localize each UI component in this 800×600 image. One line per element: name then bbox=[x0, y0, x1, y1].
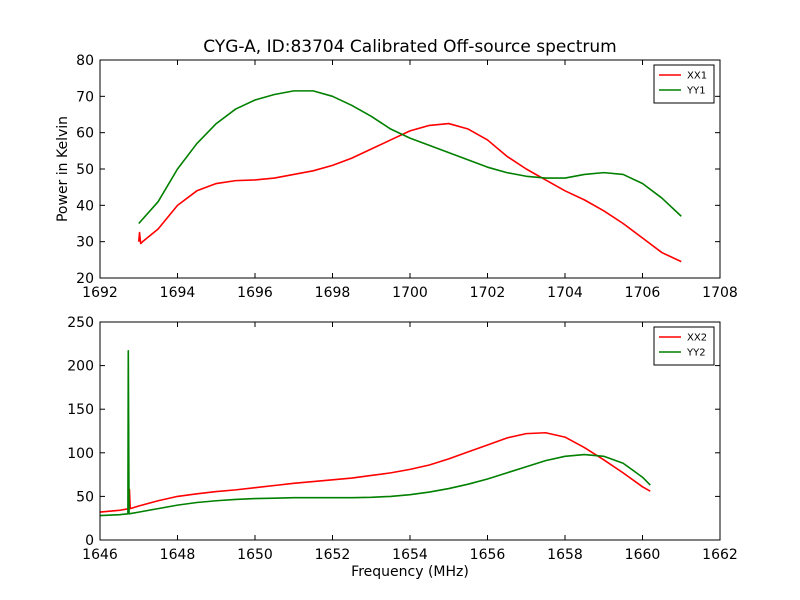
x-tick-label: 1700 bbox=[392, 285, 428, 301]
figure-title: CYG-A, ID:83704 Calibrated Off-source sp… bbox=[203, 37, 616, 57]
y-tick-label: 50 bbox=[76, 489, 94, 505]
series-lines bbox=[100, 349, 651, 517]
x-tick-label: 1702 bbox=[470, 285, 506, 301]
legend-label: XX1 bbox=[687, 71, 707, 82]
x-tick-label: 1662 bbox=[702, 547, 738, 563]
y-axis-label-top: Power in Kelvin bbox=[55, 116, 71, 222]
x-tick-label: 1708 bbox=[702, 285, 738, 301]
x-tick-label: 1660 bbox=[625, 547, 661, 563]
series-lines bbox=[137, 90, 682, 263]
series-line-yy1 bbox=[138, 90, 682, 225]
chart-panel-bottom: 1646 1648 1650 1652 1654 1656 1658 1660 1662 0 50 1… bbox=[67, 315, 738, 563]
series-line-yy2 bbox=[100, 349, 651, 517]
x-tick-label: 1652 bbox=[315, 547, 351, 563]
x-tick-label: 1706 bbox=[625, 285, 661, 301]
y-tick-label: 150 bbox=[67, 402, 94, 418]
y-tick-label: 0 bbox=[85, 533, 94, 549]
y-tick-label: 70 bbox=[76, 89, 94, 105]
x-tick-label: 1656 bbox=[470, 547, 506, 563]
y-tick-label: 30 bbox=[76, 235, 94, 251]
y-tick-label: 20 bbox=[76, 271, 94, 287]
legend-box bbox=[653, 326, 715, 366]
legend-box bbox=[653, 64, 715, 104]
x-tick-label: 1696 bbox=[237, 285, 273, 301]
series-line-xx2 bbox=[100, 431, 651, 513]
y-tick-label: 80 bbox=[76, 53, 94, 69]
x-tick-label: 1654 bbox=[392, 547, 428, 563]
series-line-xx1 bbox=[137, 122, 682, 263]
x-tick-label: 1704 bbox=[547, 285, 583, 301]
x-tick-label: 1646 bbox=[82, 547, 118, 563]
x-tick-label: 1650 bbox=[237, 547, 273, 563]
x-tick-label: 1658 bbox=[547, 547, 583, 563]
y-tick-label: 50 bbox=[76, 162, 94, 178]
y-tick-label: 250 bbox=[67, 315, 94, 331]
legend-label: XX2 bbox=[687, 333, 707, 344]
y-tick-label: 60 bbox=[76, 126, 94, 142]
x-tick-label: 1692 bbox=[82, 285, 118, 301]
x-axis-label-bottom: Frequency (MHz) bbox=[351, 564, 469, 580]
legend-label: YY2 bbox=[686, 348, 706, 359]
legend-label: YY1 bbox=[686, 86, 706, 97]
y-tick-label: 40 bbox=[76, 198, 94, 214]
chart-panel-top: 1692 1694 1696 1698 1700 1702 1704 1706 1708 20 30… bbox=[76, 53, 738, 301]
y-tick-label: 100 bbox=[67, 446, 94, 462]
x-tick-label: 1648 bbox=[160, 547, 196, 563]
x-tick-label: 1698 bbox=[315, 285, 351, 301]
x-tick-label: 1694 bbox=[160, 285, 196, 301]
y-tick-label: 200 bbox=[67, 359, 94, 375]
